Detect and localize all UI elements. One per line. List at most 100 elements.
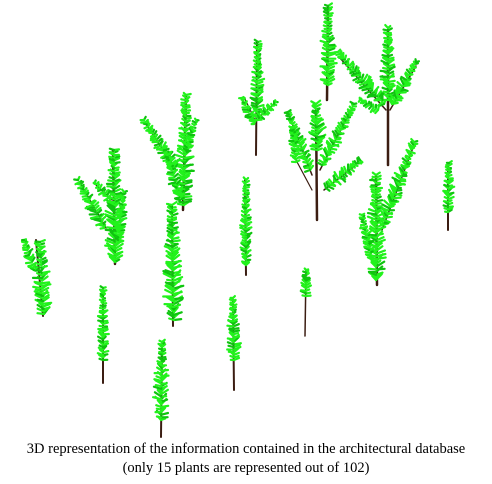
- plant-6-leaf: [168, 178, 176, 182]
- plant-5-leaf: [160, 388, 169, 396]
- plant-4-leaf: [172, 276, 184, 282]
- plant-13-leaf: [367, 91, 375, 97]
- plant-4-leaf: [167, 252, 174, 259]
- plant-1-leaf: [24, 261, 33, 265]
- plant-14-leaf: [380, 210, 386, 219]
- plant-9-leaf: [240, 98, 245, 102]
- plant-3-leaf: [98, 324, 105, 328]
- plant-2-leaf: [86, 207, 96, 211]
- plant-4-leaf: [165, 202, 174, 207]
- plant-14-leaf: [401, 157, 408, 163]
- plant-13-leaf: [408, 67, 412, 72]
- plant-11-leaf: [291, 156, 297, 161]
- plant-6-leaf: [193, 117, 198, 122]
- plant-14-leaf: [408, 144, 413, 151]
- plant-13-leaf: [379, 92, 385, 102]
- plant-11-leaf: [351, 102, 354, 108]
- plant-9-leaf: [251, 76, 259, 80]
- plant-12-leaf: [319, 39, 330, 45]
- plant-7-leaf: [229, 354, 236, 359]
- plant-11-leaf: [346, 110, 351, 115]
- plant-8-leaf: [242, 189, 248, 194]
- plant-6-leaf: [143, 125, 150, 130]
- plant-12-leaf: [326, 47, 336, 52]
- plant-11-leaf: [310, 114, 318, 118]
- plant-14-leaf: [374, 252, 387, 258]
- plant-8-leaf: [242, 193, 248, 197]
- plant-2-leaf: [95, 222, 103, 227]
- plant-14-leaf: [378, 221, 384, 227]
- plant-3-leaf: [99, 292, 105, 297]
- plant-8-leaf: [241, 180, 248, 184]
- plant-11-leaf: [337, 121, 343, 129]
- plant-6-leaf: [145, 127, 151, 132]
- plant-9-leaf: [256, 77, 266, 83]
- plant-11-leaf: [290, 147, 296, 150]
- plant-8-leaf: [241, 203, 248, 207]
- plant-4-leaf: [166, 226, 174, 233]
- plant-14-leaf: [363, 245, 370, 249]
- plant-8-leaf: [242, 185, 248, 189]
- plant-1-leaf: [20, 240, 26, 244]
- plant-11-leaf: [291, 148, 296, 153]
- plant-11-leaf: [310, 100, 318, 106]
- plant-2-leaf: [104, 228, 116, 232]
- plant-6-leaf: [172, 191, 180, 197]
- plant-14-leaf: [371, 201, 378, 205]
- plant-5-leaf: [153, 391, 163, 398]
- plant-13-leaf: [382, 28, 390, 32]
- plant-13-leaf: [346, 66, 353, 71]
- plant-11-leaf: [333, 171, 340, 180]
- plant-13-leaf: [395, 86, 400, 95]
- plant-4-leaf: [167, 232, 174, 238]
- plant-6-leaf: [163, 153, 169, 157]
- plant-13-leaf: [399, 87, 409, 93]
- plant-6-leaf: [188, 127, 193, 134]
- plant-5-leaf: [158, 339, 164, 344]
- plant-4-leaf: [166, 219, 174, 225]
- plant-13-leaf: [404, 71, 410, 77]
- plant-14-leaf: [374, 271, 384, 276]
- plant-14-leaf: [366, 256, 378, 263]
- plant-13-leaf: [362, 102, 368, 107]
- plant-6-leaf: [171, 184, 178, 189]
- plant-4-leaf: [171, 239, 181, 243]
- plant-14-leaf: [368, 227, 378, 234]
- plant-2-leaf: [108, 176, 116, 180]
- plant-1-leaf: [36, 258, 43, 262]
- plant-1-leaf: [42, 301, 53, 305]
- plant-11-leaf: [310, 147, 320, 152]
- plant-13-leaf: [400, 75, 407, 81]
- plant-6-leaf: [176, 149, 186, 157]
- plant-13-leaf: [380, 59, 390, 66]
- plant-13-leaf: [371, 81, 375, 92]
- plant-11-leaf: [316, 136, 326, 144]
- plant-11-leaf: [326, 140, 333, 148]
- plant-13-leaf: [404, 72, 409, 79]
- plant-2-leaf: [74, 181, 81, 186]
- plant-5-leaf: [156, 360, 163, 364]
- plant-11-leaf: [290, 151, 297, 156]
- plant-6-leaf: [191, 122, 196, 127]
- plant-13-leaf: [362, 73, 369, 83]
- plant-8-leaf: [241, 255, 248, 261]
- plant-12-leaf: [326, 45, 337, 50]
- plant-11-leaf: [348, 105, 353, 110]
- plant-11-leaf: [302, 164, 310, 168]
- plant-13-leaf: [382, 62, 390, 68]
- plant-13-leaf: [366, 93, 377, 99]
- plant-1-leaf: [23, 251, 30, 255]
- plant-4-leaf: [166, 205, 174, 212]
- plant-13-leaf: [364, 76, 372, 84]
- plant-11-leaf: [328, 137, 336, 143]
- plant-14-leaf: [360, 220, 365, 224]
- plant-15-leaf: [445, 168, 450, 172]
- plant-13-leaf: [405, 68, 411, 75]
- plant-6-leaf: [179, 168, 186, 175]
- plant-11-leaf: [351, 160, 356, 166]
- plant-13-leaf: [396, 84, 402, 90]
- plant-6-leaf: [176, 144, 187, 149]
- plant-3-leaf: [99, 294, 105, 300]
- plant-6-leaf: [181, 107, 187, 112]
- plant-11-leaf: [357, 156, 362, 162]
